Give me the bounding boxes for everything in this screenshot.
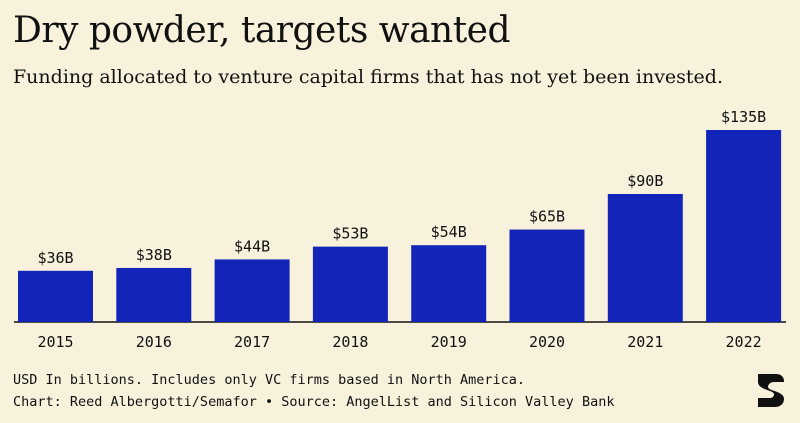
x-tick-label-2021: 2021 [627,333,663,351]
bar-2019 [411,245,487,322]
bar-chart: $36B 2015 $38B 2016 $44B 2017 $53B 2018 $54B 2019… [14,108,786,351]
bar-2016 [116,267,192,322]
data-label-2019: $54B [431,223,467,241]
x-tick-label-2019: 2019 [431,333,467,351]
footnote: USD In billions. Includes only VC firms … [13,372,526,388]
x-tick-label-2016: 2016 [136,333,172,351]
x-tick-label-2022: 2022 [726,333,762,351]
data-label-2021: $90B [627,172,663,190]
x-tick-label-2018: 2018 [332,333,368,351]
bar-2015 [18,270,93,322]
data-label-2020: $65B [529,208,565,226]
chart-title: Dry powder, targets wanted [13,10,511,51]
source-credit: Chart: Reed Albergotti/Semafor • Source:… [13,394,615,410]
bar-2017 [214,259,290,322]
bar-2018 [312,246,388,322]
bar-2021 [607,194,683,322]
x-tick-label-2015: 2015 [37,333,73,351]
x-tick-label-2017: 2017 [234,333,270,351]
chart-subtitle: Funding allocated to venture capital fir… [13,66,724,88]
data-label-2016: $38B [136,246,172,264]
data-label-2022: $135B [721,108,766,126]
bar-2020 [509,229,585,322]
data-label-2018: $53B [332,225,368,243]
bar-2022 [706,130,782,322]
data-label-2017: $44B [234,237,270,255]
data-label-2015: $36B [37,249,73,267]
x-tick-label-2020: 2020 [529,333,565,351]
semafor-logo [758,374,784,407]
